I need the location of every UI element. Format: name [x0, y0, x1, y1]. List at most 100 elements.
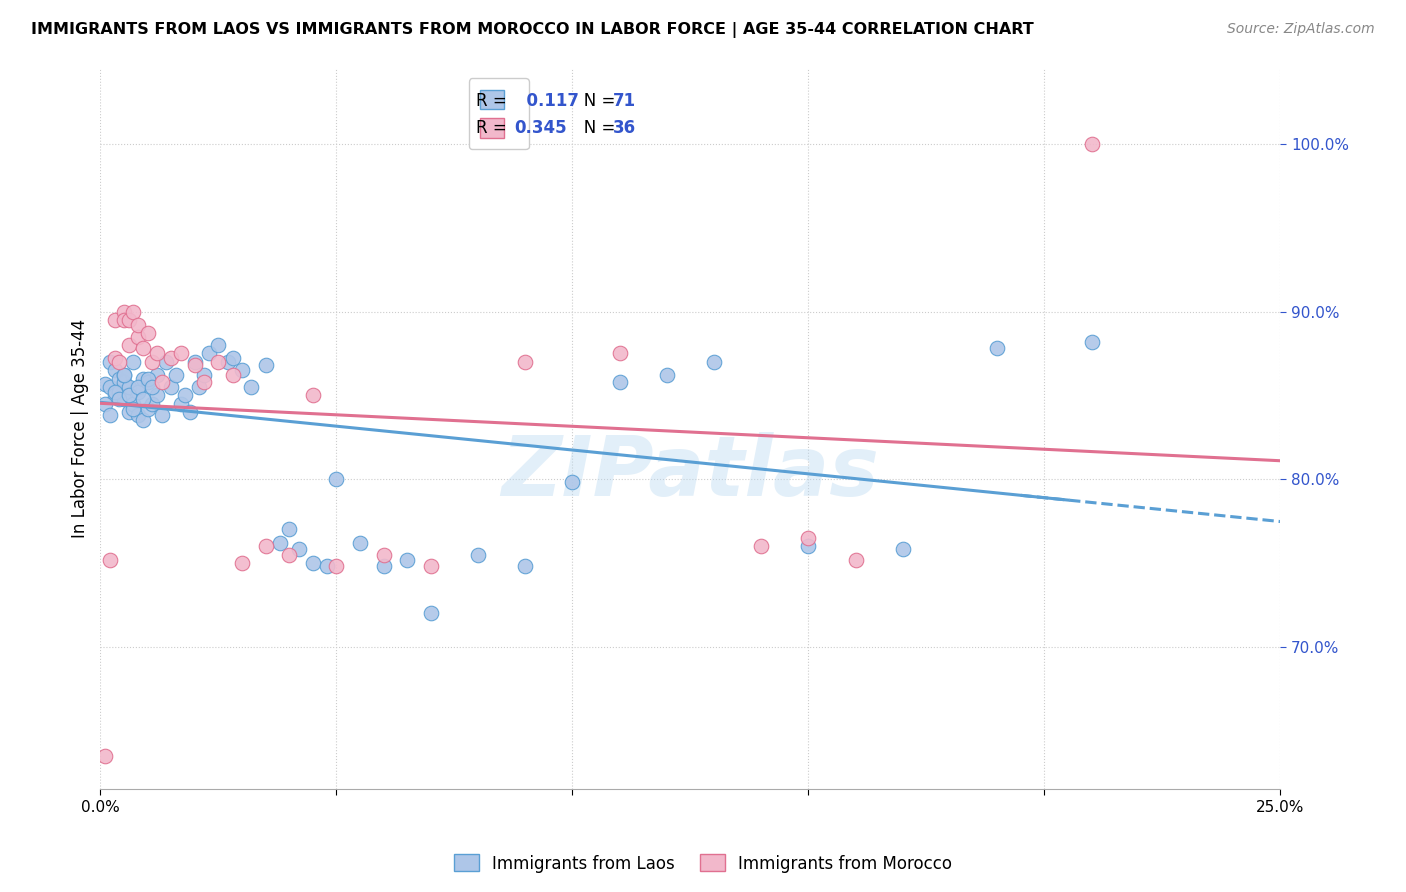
Text: 36: 36: [613, 120, 636, 137]
Point: [179, 405, 201, 419]
Point: [193, 368, 215, 383]
Point: [108, 384, 131, 399]
Point: [609, 375, 631, 389]
Point: [98, 552, 121, 566]
Text: ZIPatlas: ZIPatlas: [502, 432, 879, 513]
Point: [269, 536, 291, 550]
Point: [419, 559, 441, 574]
Point: [254, 539, 277, 553]
Point: [467, 548, 489, 562]
Point: [169, 346, 191, 360]
Point: [174, 388, 197, 402]
Text: Source: ZipAtlas.com: Source: ZipAtlas.com: [1227, 22, 1375, 37]
Point: [127, 329, 149, 343]
Point: [118, 388, 141, 402]
Point: [231, 363, 253, 377]
Point: [122, 355, 145, 369]
Point: [165, 368, 187, 383]
Point: [396, 552, 419, 566]
Point: [1080, 334, 1102, 349]
Point: [207, 355, 229, 369]
Point: [108, 355, 131, 369]
Point: [136, 401, 159, 416]
Point: [349, 536, 371, 550]
Point: [146, 346, 169, 360]
Point: [127, 380, 149, 394]
Point: [231, 556, 253, 570]
Point: [155, 355, 177, 369]
Point: [132, 413, 155, 427]
Point: [1080, 136, 1102, 151]
Point: [132, 392, 155, 406]
Text: N =: N =: [568, 92, 620, 110]
Point: [127, 409, 149, 423]
Point: [127, 384, 149, 399]
Point: [132, 342, 155, 356]
Point: [94, 397, 117, 411]
Point: [240, 380, 263, 394]
Point: [986, 342, 1008, 356]
Point: [146, 368, 169, 383]
Point: [122, 304, 145, 318]
Point: [136, 375, 159, 389]
Text: N =: N =: [568, 120, 620, 137]
Point: [112, 368, 135, 383]
Y-axis label: In Labor Force | Age 35-44: In Labor Force | Age 35-44: [72, 319, 89, 539]
Point: [136, 371, 159, 385]
Point: [217, 355, 239, 369]
Point: [373, 559, 395, 574]
Point: [797, 539, 820, 553]
Point: [193, 375, 215, 389]
Point: [845, 552, 868, 566]
Point: [98, 409, 121, 423]
Point: [122, 401, 145, 416]
Point: [118, 380, 141, 394]
Point: [160, 380, 183, 394]
Text: IMMIGRANTS FROM LAOS VS IMMIGRANTS FROM MOROCCO IN LABOR FORCE | AGE 35-44 CORRE: IMMIGRANTS FROM LAOS VS IMMIGRANTS FROM …: [31, 22, 1033, 38]
Point: [188, 380, 211, 394]
Point: [112, 313, 135, 327]
Text: R =: R =: [475, 120, 512, 137]
Point: [515, 355, 537, 369]
Point: [141, 397, 163, 411]
Text: 0.117: 0.117: [515, 92, 578, 110]
Point: [184, 355, 207, 369]
Point: [94, 748, 117, 763]
Point: [108, 392, 131, 406]
Text: 71: 71: [613, 92, 636, 110]
Point: [118, 338, 141, 352]
Point: [98, 380, 121, 394]
Point: [108, 371, 131, 385]
Point: [373, 548, 395, 562]
Point: [287, 542, 309, 557]
Point: [301, 388, 323, 402]
Point: [325, 559, 347, 574]
Point: [127, 318, 149, 332]
Point: [301, 556, 323, 570]
Point: [703, 355, 725, 369]
Point: [103, 351, 125, 366]
Point: [221, 351, 243, 366]
Point: [561, 475, 583, 490]
Point: [98, 355, 121, 369]
Point: [891, 542, 914, 557]
Point: [198, 346, 221, 360]
Point: [118, 313, 141, 327]
Point: [122, 397, 145, 411]
Point: [103, 384, 125, 399]
Point: [94, 376, 117, 391]
Legend: , : ,: [468, 78, 529, 149]
Point: [141, 355, 163, 369]
Point: [184, 358, 207, 372]
Point: [150, 409, 173, 423]
Point: [515, 559, 537, 574]
Point: [278, 548, 301, 562]
Point: [207, 338, 229, 352]
Point: [112, 368, 135, 383]
Point: [278, 522, 301, 536]
Point: [103, 388, 125, 402]
Point: [132, 371, 155, 385]
Point: [160, 351, 183, 366]
Point: [118, 405, 141, 419]
Point: [150, 375, 173, 389]
